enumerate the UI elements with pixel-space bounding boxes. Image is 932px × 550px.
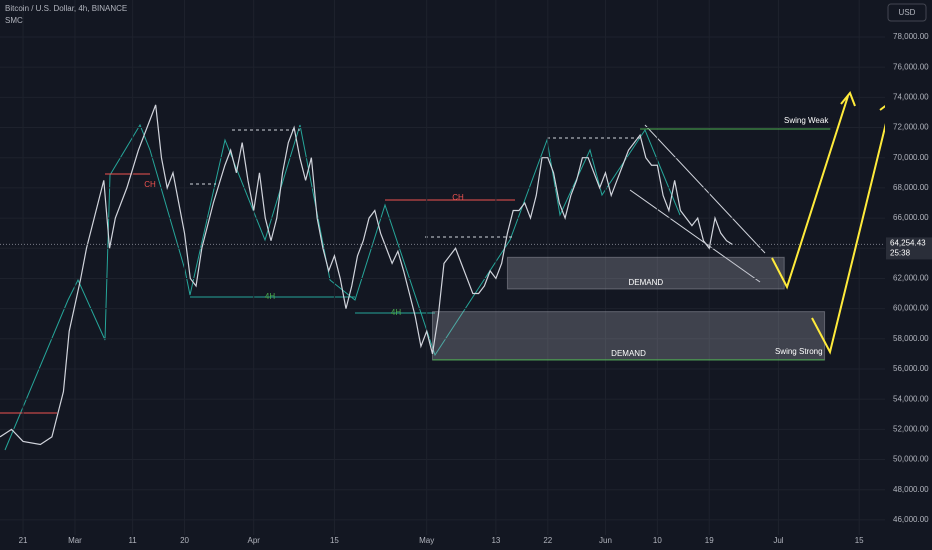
projection-arrow: [811, 114, 889, 355]
y-tick-label: 52,000.00: [893, 424, 929, 433]
last-price-label: 64,254.43: [890, 239, 926, 248]
x-tick-label: 21: [19, 536, 28, 545]
indicator: SMC: [5, 16, 23, 25]
channel-line: [644, 124, 766, 254]
x-tick-label: 20: [180, 536, 189, 545]
x-tick-label: 22: [543, 536, 552, 545]
x-tick-label: 10: [653, 536, 662, 545]
y-tick-label: 68,000.00: [893, 183, 929, 192]
structure-label: CH: [452, 193, 464, 202]
projection: [771, 91, 889, 355]
y-tick-label: 56,000.00: [893, 364, 929, 373]
y-tick-label: 74,000.00: [893, 92, 929, 101]
y-tick-label: 70,000.00: [893, 153, 929, 162]
zone-label: DEMAND: [611, 349, 646, 358]
x-tick-label: 13: [491, 536, 500, 545]
plot: DEMAND DEMAND Swing Weak Swing Strong CH CH 4H…: [0, 0, 885, 535]
x-tick-label: May: [419, 536, 434, 545]
x-tick-label: 19: [705, 536, 714, 545]
last-price-box: [886, 237, 932, 260]
structure-label: 4H: [391, 308, 401, 317]
structure-label: CH: [144, 180, 156, 189]
x-tick-label: 15: [330, 536, 339, 545]
x-tick-label: Jun: [599, 536, 612, 545]
demand-zone: [431, 311, 826, 361]
y-tick-label: 50,000.00: [893, 455, 929, 464]
y-tick-label: 78,000.00: [893, 32, 929, 41]
y-tick-label: 48,000.00: [893, 485, 929, 494]
y-tick-label: 60,000.00: [893, 304, 929, 313]
y-tick-label: 72,000.00: [893, 123, 929, 132]
swing-label: Swing Weak: [784, 116, 829, 125]
x-tick-label: Apr: [247, 536, 260, 545]
price-line: [0, 104, 733, 446]
y-tick-label: 54,000.00: [893, 394, 929, 403]
projection-arrow: [771, 95, 849, 290]
y-tick-label: 46,000.00: [893, 515, 929, 524]
arrow-head: [840, 91, 856, 107]
x-tick-label: 11: [128, 536, 137, 545]
currency-button[interactable]: [887, 3, 927, 22]
swing-label: Swing Strong: [775, 347, 823, 356]
chart-title: Bitcoin / U.S. Dollar, 4h, BINANCE: [5, 4, 127, 13]
y-tick-label: 58,000.00: [893, 334, 929, 343]
y-tick-label: 62,000.00: [893, 274, 929, 283]
demand-zone: [506, 256, 785, 290]
x-tick-label: 15: [855, 536, 864, 545]
y-tick-label: 66,000.00: [893, 213, 929, 222]
y-tick-label: 76,000.00: [893, 62, 929, 71]
x-tick-label: Jul: [773, 536, 783, 545]
structure-label: 4H: [265, 292, 275, 301]
x-tick-label: Mar: [68, 536, 82, 545]
currency[interactable]: USD: [899, 8, 916, 17]
countdown: 25:38: [890, 249, 911, 258]
channel-line: [629, 189, 761, 283]
zone-label: DEMAND: [628, 278, 663, 287]
price-axis: [885, 0, 932, 550]
